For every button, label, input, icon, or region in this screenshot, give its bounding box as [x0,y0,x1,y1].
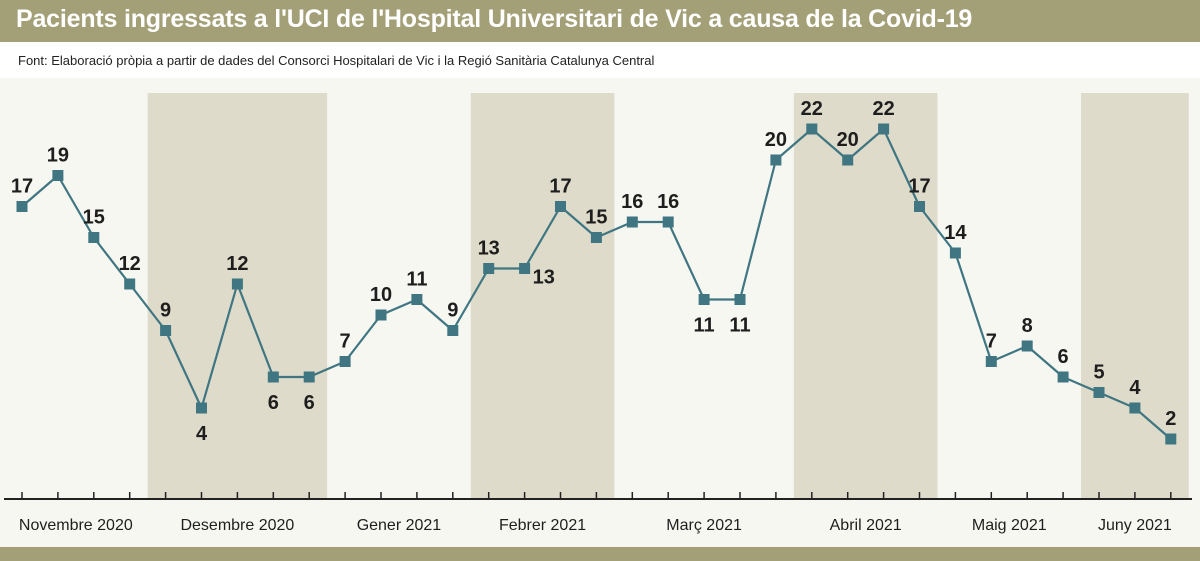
data-label: 12 [226,253,248,275]
data-label: 19 [47,145,69,167]
title-bar: Pacients ingressats a l'UCI de l'Hospita… [0,0,1200,42]
data-label: 13 [478,238,500,260]
data-point [375,309,387,321]
data-label: 15 [83,207,105,229]
data-point [52,170,64,181]
data-label: 6 [304,392,315,414]
data-label: 17 [11,176,33,198]
data-point [555,201,566,212]
data-label: 20 [837,129,859,151]
data-point [267,371,279,383]
data-label: 2 [1165,408,1176,430]
data-label: 7 [986,331,997,353]
month-band [793,93,938,499]
data-label: 15 [585,207,607,229]
data-point [483,263,495,274]
data-point [1165,433,1177,445]
data-point [1093,387,1105,398]
data-point [949,247,961,259]
x-tick-label: Maig 2021 [972,517,1047,534]
data-label: 10 [370,284,392,306]
x-tick-label: Gener 2021 [357,517,442,534]
data-point [842,154,854,166]
data-label: 17 [908,176,930,198]
data-label: 6 [1058,346,1069,368]
data-point [231,278,243,290]
data-point [1021,340,1033,352]
footer-bar [0,547,1200,561]
data-label: 8 [1022,315,1033,337]
data-point [447,325,459,336]
data-label: 12 [119,253,141,275]
data-label: 17 [549,176,571,198]
data-label: 14 [944,222,967,244]
data-label: 13 [533,267,555,289]
data-point [806,123,818,135]
data-label: 16 [621,191,643,213]
data-point [411,294,423,305]
data-label: 22 [872,98,894,120]
data-label: 6 [268,392,279,414]
data-label: 22 [801,98,823,120]
data-label: 4 [196,423,208,445]
chart-title: Pacients ingressats a l'UCI de l'Hospita… [16,5,973,33]
x-tick-label: Març 2021 [666,517,742,534]
data-point [626,216,638,228]
data-label: 9 [447,300,458,322]
data-point [339,356,351,367]
x-tick-label: Juny 2021 [1098,517,1172,534]
data-label: 20 [765,129,787,151]
x-tick-label: Desembre 2020 [180,517,294,534]
month-band [1081,93,1189,499]
data-label: 16 [657,191,679,213]
data-point [698,294,710,305]
month-band [147,93,328,499]
data-point [734,294,746,305]
data-point [16,201,28,212]
data-point [914,201,925,212]
data-label: 7 [340,331,351,353]
data-label: 11 [406,269,427,291]
data-point [1057,371,1069,383]
x-tick-label: Febrer 2021 [499,517,586,534]
data-label: 11 [694,315,715,337]
data-point [88,232,100,243]
data-point [662,216,674,228]
month-band [470,93,615,499]
data-label: 5 [1093,362,1104,384]
data-label: 11 [729,315,750,337]
data-point [124,278,136,290]
chart-plot: Novembre 2020 Desembre 2020 Gener 2021 Febr… [0,78,1200,547]
data-point [519,263,531,274]
data-point [878,123,890,135]
source-bar: Font: Elaboració pròpia a partir de dade… [0,42,1200,78]
data-point [196,402,207,414]
data-label: 4 [1129,377,1141,399]
data-point [1129,402,1141,414]
data-point [985,356,997,367]
data-point [160,325,172,336]
data-point [770,154,782,166]
x-tick-label: Abril 2021 [830,517,902,534]
data-point [303,371,315,383]
source-note: Font: Elaboració pròpia a partir de dade… [18,53,655,68]
data-point [590,232,602,243]
data-label: 9 [160,300,171,322]
x-tick-label: Novembre 2020 [19,517,133,534]
